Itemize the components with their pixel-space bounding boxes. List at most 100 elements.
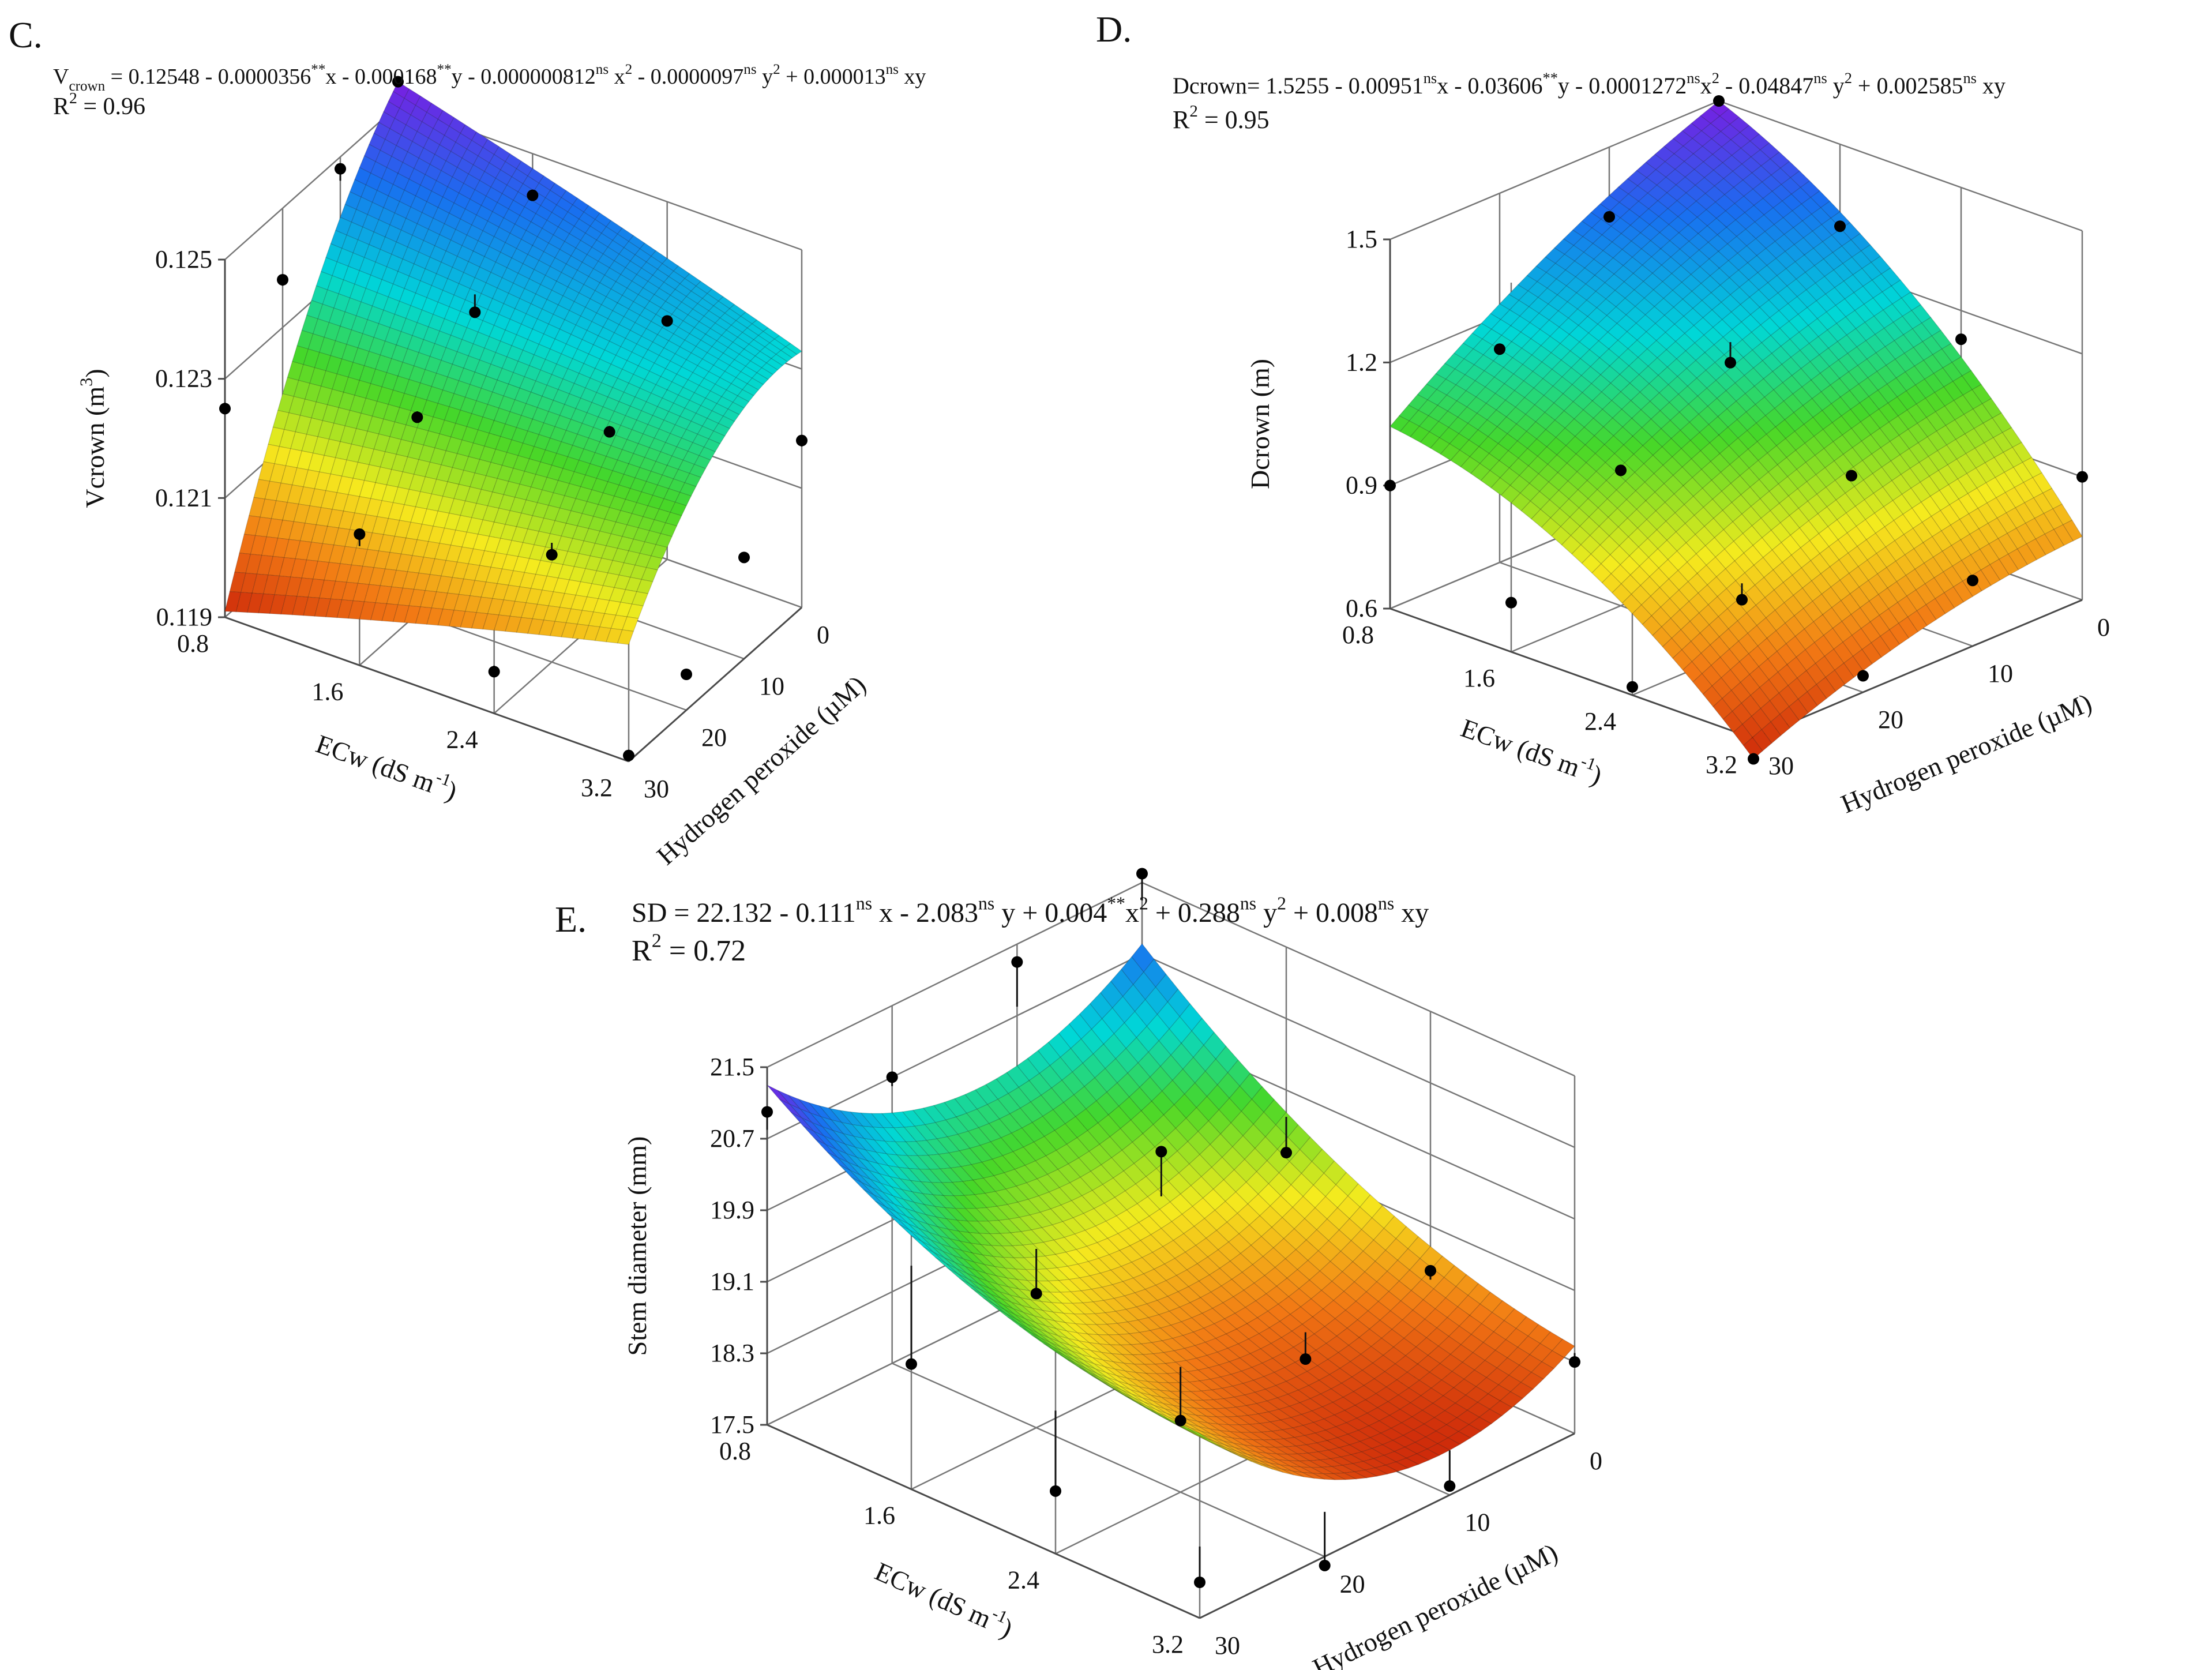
y-tick-label: 30: [1215, 1631, 1240, 1660]
z-tick-label: 17.5: [710, 1410, 754, 1439]
y-tick-label: 0: [2097, 613, 2110, 641]
data-point: [1955, 333, 1967, 346]
data-point: [1569, 1356, 1580, 1368]
z-tick-label: 0.121: [155, 483, 212, 512]
surface-cell: [670, 501, 687, 516]
z-tick-label: 0.119: [156, 603, 212, 631]
z-axis-title: Vcrown (m3): [76, 369, 110, 508]
data-point: [354, 528, 366, 540]
data-point: [1967, 575, 1978, 587]
surface-cell: [761, 362, 779, 375]
regression-equation: SD = 22.132 - 0.111ns x - 2.083ns y + 0.…: [632, 893, 1429, 928]
x-tick-label: 0.8: [1342, 621, 1374, 649]
data-point: [1280, 1147, 1292, 1159]
data-point: [219, 403, 231, 415]
z-tick-label: 1.2: [1346, 348, 1377, 376]
x-tick-label: 3.2: [1152, 1630, 1184, 1658]
x-tick-label: 3.2: [1706, 750, 1737, 779]
data-point: [1857, 670, 1869, 682]
surface-cell: [655, 533, 673, 548]
data-point: [906, 1358, 917, 1370]
data-point: [1736, 594, 1748, 606]
x-axis-line: [1389, 607, 1754, 740]
x-tick-label: 0.8: [719, 1437, 751, 1465]
data-point: [1136, 868, 1148, 880]
data-point: [1725, 356, 1736, 369]
data-point: [2076, 471, 2088, 483]
surface-cell: [737, 389, 754, 403]
regression-equation: Dcrown= 1.5255 - 0.00951nsx - 0.03606**y…: [1173, 69, 2006, 99]
data-point: [738, 551, 750, 564]
y-axis-title: Hydrogen peroxide (µM): [1308, 1537, 1563, 1670]
observed-points: [219, 76, 808, 761]
data-point: [1384, 479, 1396, 491]
data-point: [761, 1106, 773, 1118]
x-tick-label: 2.4: [1008, 1566, 1039, 1594]
x-axis-title: ECw (dS m-1): [312, 725, 462, 806]
data-point: [1300, 1353, 1312, 1365]
data-point: [527, 189, 539, 201]
r-squared: R2 = 0.96: [53, 89, 145, 120]
y-tick-label: 10: [1464, 1508, 1490, 1537]
data-point: [1050, 1485, 1061, 1497]
y-tick-label: 10: [759, 672, 784, 700]
surface-chart-c: 0.119 0.121 0.123 0.125 0.8 1.6 2.4 3.2 0 10 20 30 V…: [9, 14, 926, 870]
data-point: [1444, 1480, 1456, 1492]
x-axis-line: [224, 616, 629, 763]
y-tick-label: 0: [1590, 1447, 1602, 1475]
data-point: [546, 549, 558, 561]
z-tick-label: 19.1: [710, 1267, 754, 1296]
y-axis-line: [1753, 599, 2083, 740]
r-squared: R2 = 0.95: [1173, 102, 1270, 134]
data-point: [661, 315, 673, 327]
z-tick-label: 0.123: [155, 365, 212, 393]
z-tick-label: 0.6: [1346, 594, 1377, 622]
y-tick-label: 20: [1878, 705, 1903, 734]
data-point: [623, 749, 634, 761]
data-point: [603, 426, 615, 438]
data-point: [335, 163, 346, 175]
x-tick-label: 1.6: [1463, 664, 1495, 692]
y-tick-label: 20: [701, 723, 727, 752]
data-point: [1834, 220, 1846, 232]
x-tick-label: 2.4: [1584, 707, 1616, 735]
x-tick-label: 1.6: [311, 677, 343, 705]
x-tick-label: 3.2: [581, 774, 613, 802]
surface-cell: [694, 455, 711, 470]
data-point: [1030, 1288, 1042, 1300]
z-tick-label: 0.125: [155, 245, 212, 273]
z-tick-label: 20.7: [710, 1124, 754, 1153]
data-point: [1011, 956, 1023, 968]
panel-label: D.: [1096, 9, 1132, 50]
data-point: [886, 1071, 898, 1083]
data-point: [796, 434, 808, 446]
z-tick-label: 18.3: [710, 1339, 754, 1367]
data-point: [1603, 211, 1615, 223]
surface-cell: [622, 616, 639, 632]
x-tick-label: 2.4: [446, 726, 478, 754]
z-axis-title: Stem diameter (mm): [622, 1136, 652, 1356]
y-tick-label: 30: [1768, 752, 1794, 780]
surface-cell: [751, 372, 769, 385]
z-tick-label: 0.9: [1346, 471, 1377, 500]
data-point: [277, 274, 288, 286]
data-point: [681, 669, 692, 680]
z-tick-label: 21.5: [710, 1053, 754, 1081]
surface-cell: [703, 438, 721, 452]
y-axis-line: [628, 606, 802, 763]
data-point: [1319, 1559, 1331, 1571]
y-axis-title: Hydrogen peroxide (µM): [1837, 688, 2095, 819]
data-point: [1615, 464, 1627, 476]
data-point: [469, 306, 481, 318]
data-point: [1155, 1146, 1167, 1158]
y-tick-label: 30: [644, 775, 669, 803]
surface-chart-e: 17.5 18.3 19.1 19.9 20.7 21.5 0.8 1.6 2.4 3.2 0 10 2…: [555, 868, 1602, 1670]
response-surface: [1389, 100, 2083, 760]
y-tick-label: 10: [1988, 659, 2013, 688]
surface-chart-d: 0.6 0.9 1.2 1.5 0.8 1.6 2.4 3.2 0 10 20 30 Dcrown (m…: [1096, 9, 2110, 819]
data-point: [1846, 470, 1857, 482]
response-surface: [767, 943, 1575, 1480]
z-tick-label: 1.5: [1346, 225, 1377, 253]
data-point: [411, 411, 423, 423]
